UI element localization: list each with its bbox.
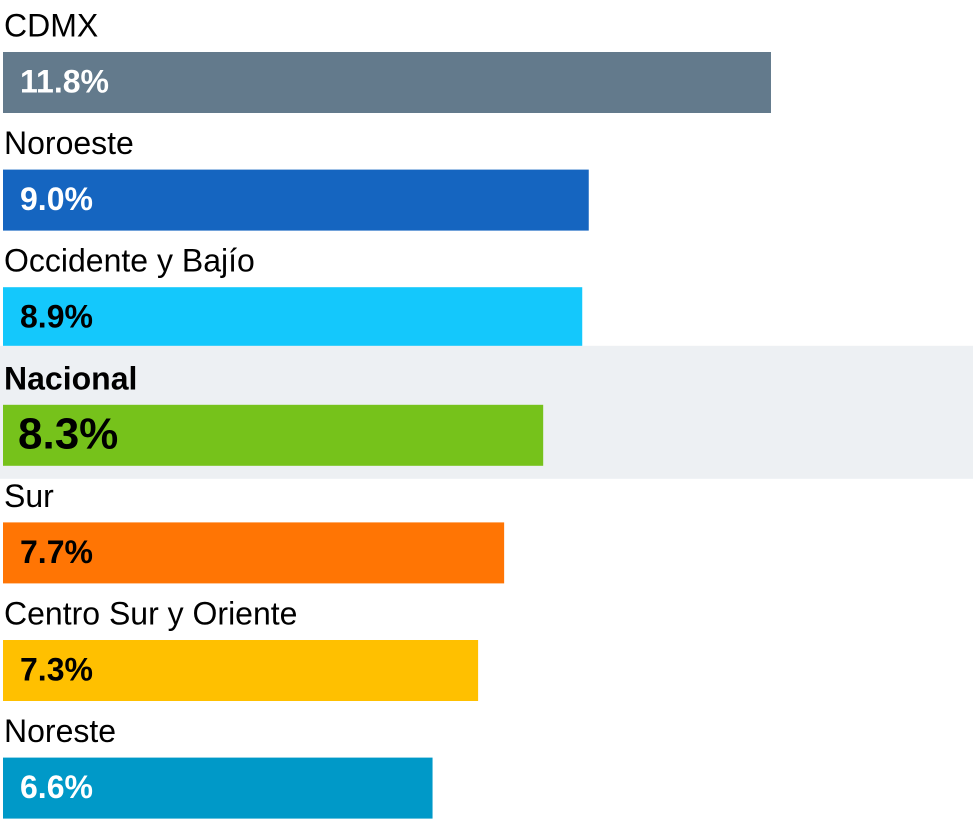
value-label: 8.9% <box>20 299 93 335</box>
value-label: 9.0% <box>20 181 93 217</box>
category-label: Nacional <box>4 360 137 396</box>
bar <box>3 522 505 584</box>
value-label: 7.3% <box>20 651 93 687</box>
category-label: Sur <box>4 478 54 514</box>
bar <box>3 52 771 113</box>
category-label: CDMX <box>4 7 98 43</box>
category-label: Centro Sur y Oriente <box>4 595 297 631</box>
value-label: 7.7% <box>20 534 93 570</box>
category-label: Noroeste <box>4 125 134 161</box>
value-label: 8.3% <box>18 409 118 458</box>
bar <box>3 757 433 819</box>
bar <box>3 404 544 466</box>
bar <box>3 287 583 349</box>
value-label: 6.6% <box>20 769 93 805</box>
category-label: Noreste <box>4 713 116 749</box>
value-label: 11.8% <box>20 63 109 99</box>
bar <box>3 640 479 701</box>
bar <box>3 169 589 231</box>
category-label: Occidente y Bajío <box>4 243 255 279</box>
